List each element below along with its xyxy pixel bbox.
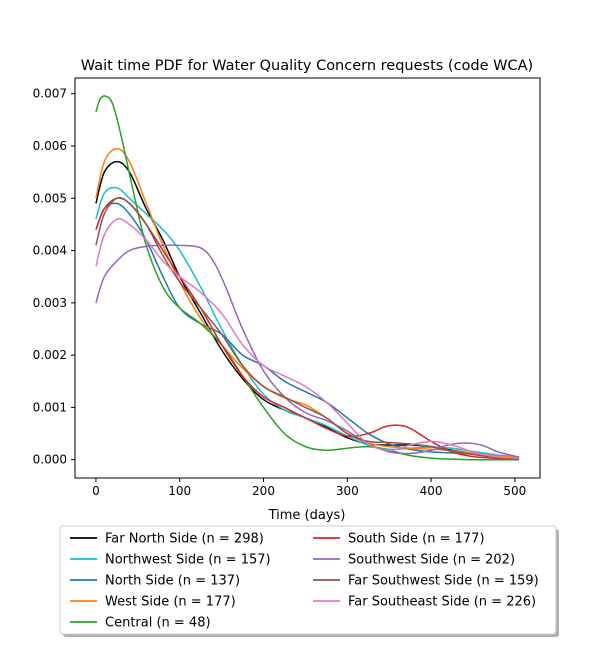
legend-label: Central (n = 48)	[105, 616, 211, 631]
x-tick-label: 400	[420, 484, 443, 498]
chart-title: Wait time PDF for Water Quality Concern …	[81, 58, 533, 74]
plot-area	[74, 77, 541, 479]
legend: Far North Side (n = 298) Northwest Side (…	[59, 525, 559, 637]
legend-label: North Side (n = 137)	[105, 574, 240, 589]
y-tick-label: 0.000	[33, 453, 67, 467]
legend-label: Southwest Side (n = 202)	[348, 553, 515, 568]
legend-box	[59, 525, 557, 635]
series-line-7	[95, 196, 520, 460]
y-tick-label: 0.004	[33, 244, 67, 258]
y-tick-label: 0.003	[33, 296, 67, 310]
series-layer	[95, 95, 520, 461]
y-axis: 0.000 0.001 0.002 0.003 0.004 0.005 0.006 0.007	[33, 87, 75, 467]
x-axis-label: Time (days)	[268, 508, 346, 523]
legend-label: Far North Side (n = 298)	[105, 532, 264, 547]
legend-label: Northwest Side (n = 157)	[105, 553, 271, 568]
x-tick-label: 300	[336, 484, 359, 498]
y-tick-label: 0.001	[33, 400, 67, 414]
y-tick-label: 0.006	[33, 139, 67, 153]
legend-label: Far Southeast Side (n = 226)	[348, 595, 536, 610]
series-line-2	[95, 202, 520, 458]
x-tick-label: 0	[92, 484, 100, 498]
series-line-8	[95, 218, 520, 459]
legend-label: South Side (n = 177)	[348, 532, 485, 547]
legend-label: West Side (n = 177)	[105, 595, 236, 610]
x-tick-label: 200	[252, 484, 275, 498]
y-tick-label: 0.007	[33, 87, 67, 101]
legend-label: Far Southwest Side (n = 159)	[348, 574, 539, 589]
y-tick-label: 0.005	[33, 191, 67, 205]
x-tick-label: 500	[503, 484, 526, 498]
x-tick-label: 100	[168, 484, 191, 498]
series-line-4	[95, 95, 520, 461]
y-tick-label: 0.002	[33, 348, 67, 362]
x-axis: 0 100 200 300 400 500	[92, 478, 526, 498]
